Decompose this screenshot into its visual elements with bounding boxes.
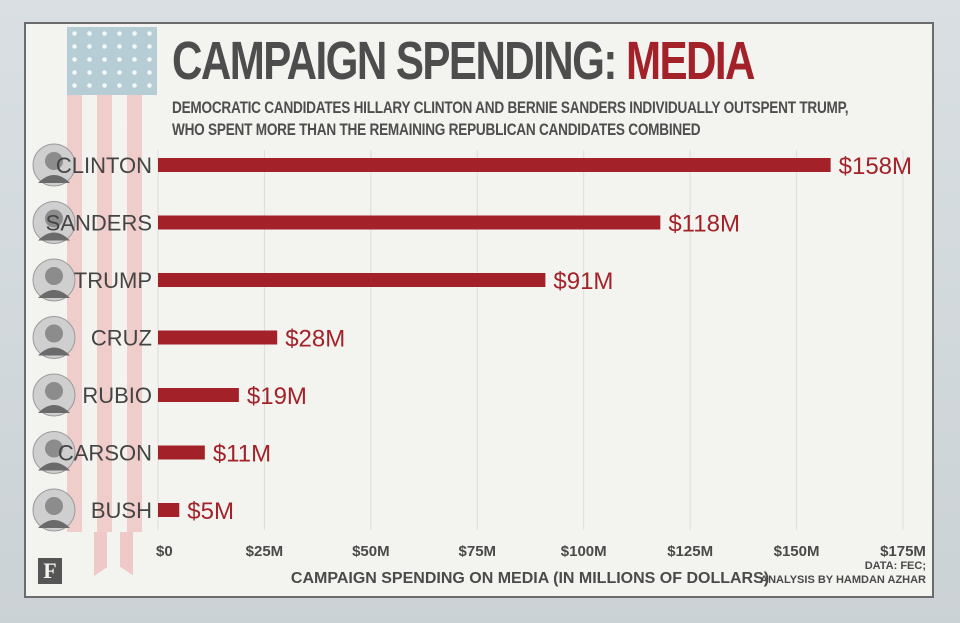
avatar-shoulders — [38, 462, 70, 471]
x-tick-label: $125M — [667, 543, 713, 560]
avatar-head — [45, 324, 63, 343]
x-tick-label: $25M — [246, 543, 284, 560]
value-label-sanders: $118M — [668, 211, 740, 238]
candidate-name-trump: TRUMP — [74, 268, 152, 293]
value-label-cruz: $28M — [285, 326, 345, 353]
avatar-clinton — [32, 143, 76, 187]
value-label-carson: $11M — [213, 441, 271, 468]
bar-cruz — [158, 330, 278, 345]
x-tick-label: $100M — [561, 543, 607, 560]
avatar-head — [45, 497, 63, 515]
avatar-head — [45, 152, 63, 170]
x-tick-label: $75M — [459, 543, 497, 560]
candidate-name-rubio: RUBIO — [82, 383, 152, 408]
forbes-logo: F — [38, 558, 62, 584]
avatar-shoulders — [38, 290, 70, 298]
value-labels: $158M $118M $91M $28M $19M $11M $5M — [187, 153, 912, 525]
avatar-shoulders — [38, 520, 70, 528]
flag-canton-decoration — [67, 27, 157, 95]
avatar-sanders — [32, 201, 76, 244]
avatar-bush — [32, 488, 76, 532]
candidate-name-cruz: CRUZ — [91, 326, 152, 351]
candidate-name-bush: BUSH — [91, 498, 152, 523]
avatar-head — [45, 382, 63, 400]
subtitle-line-2: WHO SPENT MORE THAN THE REMAINING REPUBL… — [172, 120, 701, 139]
chart-frame — [24, 22, 934, 598]
value-label-clinton: $158M — [839, 153, 912, 180]
title-main: CAMPAIGN SPENDING: — [172, 31, 626, 91]
avatar-shoulders — [38, 347, 70, 356]
x-axis-title: CAMPAIGN SPENDING ON MEDIA (IN MILLIONS … — [291, 570, 769, 587]
avatar-shoulders — [38, 405, 70, 413]
avatar-shoulders — [38, 232, 70, 241]
candidate-name-sanders: SANDERS — [46, 211, 152, 236]
x-axis-ticks: $0 $25M $50M $75M $100M $125M $150M $175M — [156, 543, 926, 560]
value-label-bush: $5M — [187, 498, 234, 525]
value-label-trump: $91M — [553, 268, 613, 295]
x-tick-label: $0 — [156, 543, 173, 560]
avatar-carson — [32, 431, 76, 474]
candidate-name-carson: CARSON — [58, 441, 152, 466]
source-line-2: ANALYSIS BY HAMDAN AZHAR — [760, 574, 926, 586]
bars — [158, 158, 831, 517]
bar-trump — [158, 273, 546, 287]
flag-stripes-decoration — [67, 95, 157, 532]
candidate-name-clinton: CLINTON — [56, 153, 152, 178]
x-tick-label: $175M — [880, 543, 926, 560]
bar-clinton — [158, 158, 831, 172]
bar-sanders — [158, 215, 661, 230]
chart-title: CAMPAIGN SPENDING: MEDIA — [172, 30, 755, 92]
avatar-head — [45, 209, 63, 228]
bar-bush — [158, 503, 180, 517]
candidate-avatars — [32, 143, 76, 532]
bar-rubio — [158, 388, 239, 402]
avatar-rubio — [32, 373, 76, 417]
candidate-names: CLINTON SANDERS TRUMP CRUZ RUBIO CARSON BUSH — [46, 153, 152, 523]
title-accent: MEDIA — [625, 31, 755, 91]
avatar-cruz — [32, 316, 76, 359]
avatar-head — [45, 267, 63, 285]
avatar-trump — [32, 258, 76, 302]
bar-carson — [158, 445, 205, 460]
value-label-rubio: $19M — [247, 383, 307, 410]
avatar-shoulders — [38, 175, 70, 183]
x-tick-label: $50M — [352, 543, 390, 560]
source-line-1: DATA: FEC; — [864, 560, 926, 572]
subtitle-line-1: DEMOCRATIC CANDIDATES HILLARY CLINTON AN… — [172, 98, 849, 117]
avatar-head — [45, 439, 63, 458]
x-tick-label: $150M — [774, 543, 820, 560]
